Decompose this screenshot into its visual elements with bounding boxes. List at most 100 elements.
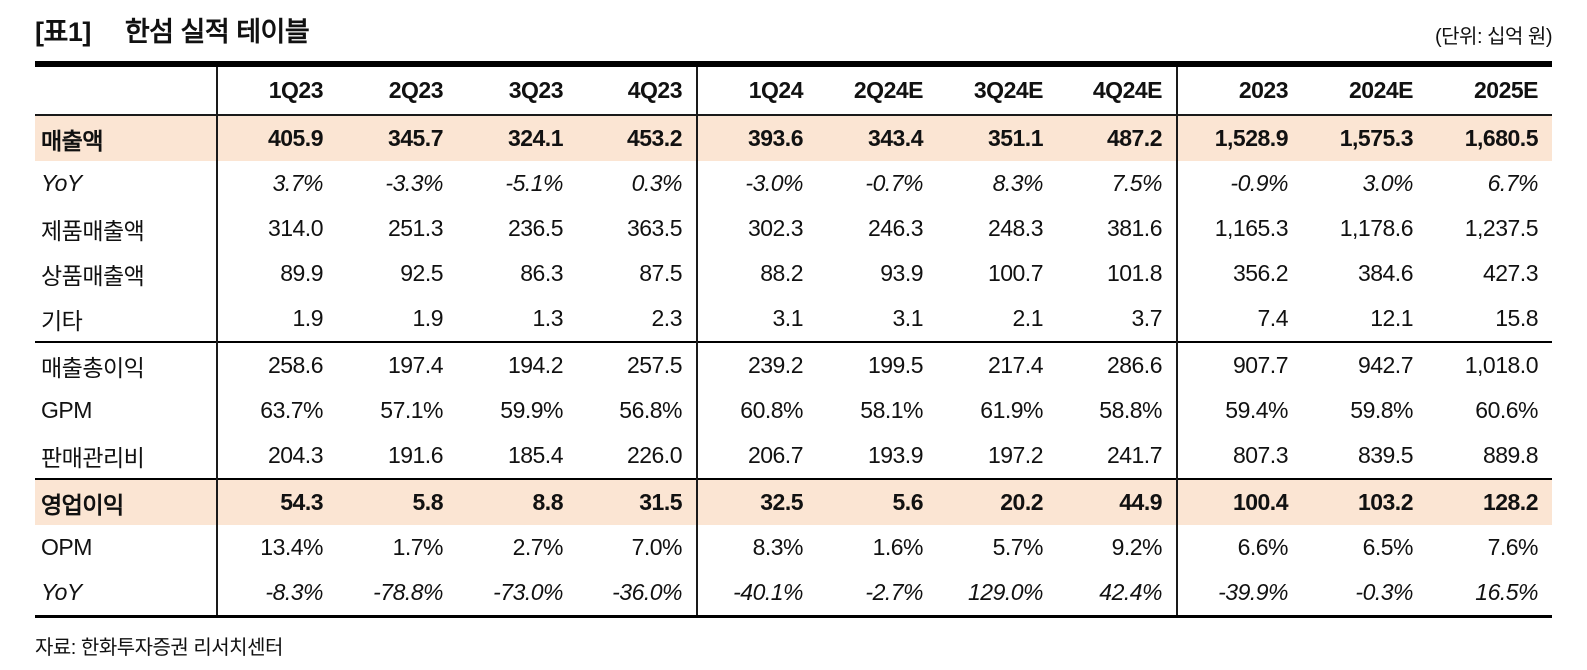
table-cell: -36.0% [612, 579, 682, 605]
table-cell: 8.8 [457, 478, 577, 525]
table-cell: 6.6% [1176, 525, 1302, 570]
table-cell: 199.5 [817, 341, 937, 388]
table-cell: 226.0 [626, 442, 683, 468]
table-cell: 302.3 [696, 206, 817, 251]
table-cell: 1,237.5 [1464, 215, 1539, 241]
table-row: 영업이익 54.3 5.8 8.8 31.5 32.5 5.6 20.2 44.9 100.4 10… [35, 478, 1552, 525]
table-cell: 2.1 [1012, 305, 1044, 331]
table-cell: 1,528.9 [1176, 115, 1302, 161]
table-cell: 197.2 [987, 442, 1044, 468]
table-cell: 251.3 [387, 215, 444, 241]
table-cell: 356.2 [1176, 251, 1302, 296]
table-cell: 5.7% [992, 534, 1044, 560]
table-cell: 1,018.0 [1427, 341, 1552, 388]
table-cell: 93.9 [880, 260, 923, 286]
table-cell: 31.5 [577, 478, 697, 525]
table-cell: 3.7 [1131, 305, 1163, 331]
table-cell: 100.4 [1176, 478, 1302, 525]
column-header: 4Q23 [577, 64, 697, 116]
table-cell: 236.5 [507, 215, 564, 241]
table-cell: 92.5 [400, 260, 443, 286]
table-cell: 427.3 [1482, 260, 1539, 286]
table-cell: 87.5 [639, 260, 682, 286]
table-cell: 60.8% [696, 388, 817, 433]
table-cell: 3.7% [216, 161, 337, 206]
row-label: OPM [41, 534, 92, 560]
table-cell: -3.0% [696, 161, 817, 206]
table-cell: 9.2% [1111, 534, 1163, 560]
table-cell: 1.9 [216, 296, 337, 342]
row-label: YoY [41, 170, 82, 196]
table-cell: 2.3 [651, 305, 683, 331]
column-header: 2023 [1176, 64, 1302, 116]
table-cell: 257.5 [577, 341, 697, 388]
table-row: 기타 1.9 1.9 1.3 2.3 3.1 3.1 2.1 3.7 7.4 12.1 15.8 [35, 296, 1552, 342]
row-label: 매출총이익 [35, 341, 217, 388]
table-cell: 384.6 [1357, 260, 1414, 286]
table-cell: 487.2 [1057, 115, 1177, 161]
column-header: 3Q24E [937, 64, 1057, 116]
table-cell: -2.7% [865, 579, 923, 605]
row-label: 기타 [41, 307, 83, 334]
table-cell: 194.2 [457, 341, 577, 388]
column-header: 2Q23 [337, 64, 457, 116]
row-label: 제품매출액 [41, 217, 145, 244]
table-cell: 241.7 [1106, 442, 1163, 468]
table-cell: 1,178.6 [1339, 215, 1414, 241]
table-cell: 56.8% [619, 397, 682, 423]
table-cell: 103.2 [1302, 478, 1427, 525]
table-cell: -3.3% [385, 170, 443, 196]
table-cell: 239.2 [696, 341, 817, 388]
financial-table: 1Q23 2Q23 3Q23 4Q23 1Q24 2Q24E 3Q24E 4Q24E 2023 2… [35, 61, 1552, 618]
table-cell: 2.7% [512, 534, 564, 560]
table-cell: 5.6 [817, 478, 937, 525]
table-row: OPM 13.4% 1.7% 2.7% 7.0% 8.3% 1.6% 5.7% 9.2% 6.6%… [35, 525, 1552, 570]
table-cell: 217.4 [937, 341, 1057, 388]
table-row: 상품매출액 89.9 92.5 86.3 87.5 88.2 93.9 100.7 101.8 3… [35, 251, 1552, 296]
table-cell: 246.3 [867, 215, 924, 241]
table-cell: -0.9% [1176, 161, 1302, 206]
table-cell: 206.7 [696, 433, 817, 479]
table-cell: -8.3% [216, 570, 337, 617]
table-row: 판매관리비 204.3 191.6 185.4 226.0 206.7 193.9 197.2… [35, 433, 1552, 479]
table-cell: -0.3% [1355, 579, 1413, 605]
table-cell: 128.2 [1427, 478, 1552, 525]
table-cell: 314.0 [216, 206, 337, 251]
table-cell: 16.5% [1475, 579, 1538, 605]
table-row: YoY 3.7% -3.3% -5.1% 0.3% -3.0% -0.7% 8.3% 7.5% -… [35, 161, 1552, 206]
table-cell: 324.1 [457, 115, 577, 161]
table-cell: 1,680.5 [1427, 115, 1552, 161]
table-cell: 57.1% [380, 397, 443, 423]
table-cell: -39.9% [1176, 570, 1302, 617]
row-label: 영업이익 [35, 478, 217, 525]
table-cell: 8.3% [992, 170, 1044, 196]
table-cell: 193.9 [867, 442, 924, 468]
table-cell: 88.2 [696, 251, 817, 296]
table-cell: 345.7 [337, 115, 457, 161]
table-cell: 1,165.3 [1176, 206, 1302, 251]
table-cell: -0.7% [865, 170, 923, 196]
table-cell: 191.6 [387, 442, 444, 468]
row-label: YoY [41, 579, 82, 605]
row-label: 상품매출액 [41, 262, 145, 289]
table-header-bar: [표1] 한섬 실적 테이블 (단위: 십억 원) [35, 10, 1553, 49]
table-cell: 1.3 [532, 305, 564, 331]
table-cell: 12.1 [1370, 305, 1413, 331]
column-header: 3Q23 [457, 64, 577, 116]
table-cell: 363.5 [626, 215, 683, 241]
unit-note: (단위: 십억 원) [1435, 26, 1553, 48]
table-cell: 60.6% [1475, 397, 1538, 423]
table-cell: 61.9% [980, 397, 1043, 423]
table-row: YoY -8.3% -78.8% -73.0% -36.0% -40.1% -2.7% 129… [35, 570, 1552, 617]
table-cell: 3.1 [696, 296, 817, 342]
table-cell: 393.6 [696, 115, 817, 161]
table-cell: 942.7 [1302, 341, 1427, 388]
row-label-column-header [35, 64, 217, 116]
table-number-tag: [표1] [35, 17, 91, 47]
table-cell: -73.0% [493, 579, 563, 605]
table-cell: 7.4 [1176, 296, 1302, 342]
row-label: 매출액 [35, 115, 217, 161]
source-note: 자료: 한화투자증권 리서치센터 [35, 637, 283, 659]
table-row: 매출액 405.9 345.7 324.1 453.2 393.6 343.4 351.1 48… [35, 115, 1552, 161]
